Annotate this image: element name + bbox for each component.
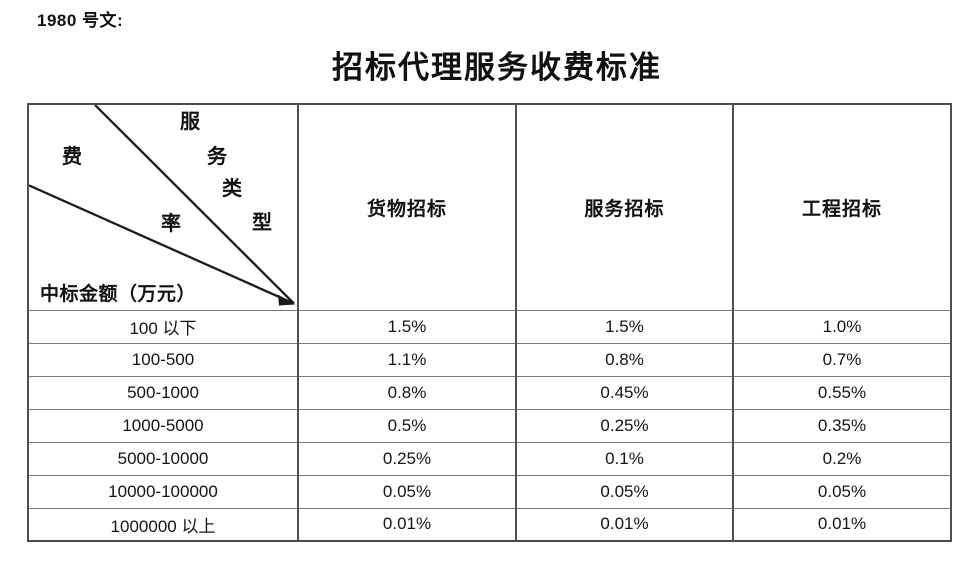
fee-value: 0.05% <box>297 474 517 509</box>
column-header-goods: 货物招标 <box>297 103 517 311</box>
page-title: 招标代理服务收费标准 <box>332 50 662 85</box>
fee-value: 0.55% <box>732 375 952 410</box>
column-header-services: 服务招标 <box>515 103 734 311</box>
fee-value: 0.8% <box>515 342 734 377</box>
table-row: 100-500 1.1% 0.8% 0.7% <box>27 342 952 377</box>
fee-value: 0.8% <box>297 375 517 410</box>
row-axis-char: 率 <box>161 213 181 235</box>
fee-value: 0.01% <box>297 507 517 542</box>
diagonal-header-cell: 服 务 类 型 费 率 中标金额（万元） <box>27 103 299 311</box>
fee-value: 0.05% <box>732 474 952 509</box>
fee-value: 0.5% <box>297 408 517 443</box>
fee-value: 0.45% <box>515 375 734 410</box>
col-axis-char: 型 <box>252 212 272 234</box>
fee-value: 0.25% <box>515 408 734 443</box>
fee-value: 0.2% <box>732 441 952 476</box>
col-axis-char: 服 <box>180 111 200 133</box>
table-header-row: 服 务 类 型 费 率 中标金额（万元） 货物招标 服务招标 工程招标 <box>27 103 952 311</box>
row-label: 1000-5000 <box>27 408 299 443</box>
table-row: 100 以下 1.5% 1.5% 1.0% <box>27 309 952 344</box>
col-axis-char: 类 <box>222 178 242 200</box>
col-axis-char: 务 <box>207 146 227 168</box>
table-row: 1000000 以上 0.01% 0.01% 0.01% <box>27 507 952 542</box>
fee-value: 0.25% <box>297 441 517 476</box>
fee-value: 0.1% <box>515 441 734 476</box>
table-row: 1000-5000 0.5% 0.25% 0.35% <box>27 408 952 443</box>
row-label: 10000-100000 <box>27 474 299 509</box>
row-axis-char: 费 <box>62 146 82 168</box>
fee-value: 1.1% <box>297 342 517 377</box>
table-row: 5000-10000 0.25% 0.1% 0.2% <box>27 441 952 476</box>
diagonal-divider-lines-icon <box>29 105 295 306</box>
doc-number-label: 1980 号文: <box>37 11 124 30</box>
fee-value: 0.35% <box>732 408 952 443</box>
fee-value: 1.0% <box>732 309 952 344</box>
row-label: 5000-10000 <box>27 441 299 476</box>
fee-standard-table: 服 务 类 型 费 率 中标金额（万元） 货物招标 服务招标 工程招标 100 … <box>27 103 952 542</box>
row-label: 500-1000 <box>27 375 299 410</box>
table-row: 500-1000 0.8% 0.45% 0.55% <box>27 375 952 410</box>
row-axis-label: 中标金额（万元） <box>40 283 197 305</box>
row-label: 100 以下 <box>27 309 299 344</box>
row-label: 100-500 <box>27 342 299 377</box>
fee-value: 0.01% <box>515 507 734 542</box>
fee-value: 1.5% <box>515 309 734 344</box>
fee-value: 1.5% <box>297 309 517 344</box>
fee-value: 0.01% <box>732 507 952 542</box>
fee-value: 0.7% <box>732 342 952 377</box>
fee-value: 0.05% <box>515 474 734 509</box>
table-row: 10000-100000 0.05% 0.05% 0.05% <box>27 474 952 509</box>
column-header-works: 工程招标 <box>732 103 952 311</box>
row-label: 1000000 以上 <box>27 507 299 542</box>
